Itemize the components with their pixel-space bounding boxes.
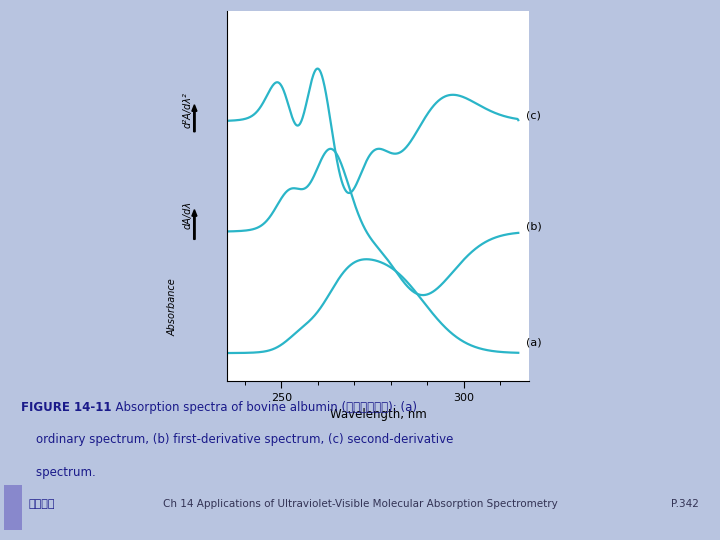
Text: Absorption spectra of bovine albumin (牛血清白蛋白): (a): Absorption spectra of bovine albumin (牛血…	[109, 401, 418, 414]
Text: (c): (c)	[526, 111, 541, 121]
Text: d²A/dλ²: d²A/dλ²	[182, 92, 192, 128]
Text: FIGURE 14-11: FIGURE 14-11	[21, 401, 112, 414]
Text: ordinary spectrum, (b) first-derivative spectrum, (c) second-derivative: ordinary spectrum, (b) first-derivative …	[21, 433, 454, 447]
Text: 歐亞書局: 歐亞書局	[29, 500, 55, 509]
Text: dA/dλ: dA/dλ	[182, 201, 192, 229]
Text: (b): (b)	[526, 221, 541, 231]
X-axis label: Wavelength, nm: Wavelength, nm	[330, 408, 426, 421]
Text: spectrum.: spectrum.	[21, 465, 96, 479]
Text: Ch 14 Applications of Ultraviolet-Visible Molecular Absorption Spectrometry: Ch 14 Applications of Ultraviolet-Visibl…	[163, 500, 557, 509]
Bar	[4, 485, 22, 530]
Text: P.342: P.342	[670, 500, 698, 509]
Text: Absorbance: Absorbance	[168, 278, 178, 335]
Text: (a): (a)	[526, 337, 541, 347]
